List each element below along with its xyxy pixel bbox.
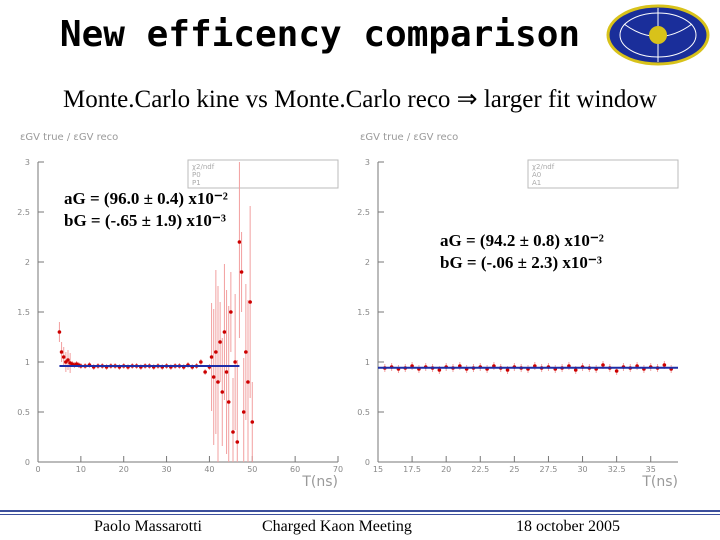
x-tick-label-right: 30 [577,465,587,474]
data-point-left [244,350,248,354]
x-tick-label-right: 25 [509,465,519,474]
data-point-left [216,380,220,384]
y-tick-label-right: 2 [365,258,370,267]
x-tick-label-left: 30 [161,465,171,474]
x-tick-label-left: 60 [290,465,300,474]
data-point-left [231,430,235,434]
x-tick-label-left: 50 [247,465,257,474]
data-point-left [66,358,70,362]
y-tick-label-right: 0 [365,458,370,467]
data-point-left [211,375,216,379]
y-tick-label-right: 2.5 [357,208,370,217]
fit-param-a-left: aG = (96.0 ± 0.4) x10⁻² [64,189,228,208]
data-point-left [235,440,240,444]
data-point-right [437,368,442,372]
y-tick-label-left: 1 [25,358,30,367]
y-tick-label-right: 0.5 [357,408,370,417]
stat-box-line-right: χ2/ndf [532,163,555,171]
data-point-right [505,368,510,372]
efficiency-plot-left: 0 0.5 1 1.5 2 2.5 3 0 10 20 30 40 50 60 70 εGV true / ε… [0,132,360,502]
x-tick-label-left: 70 [333,465,343,474]
footer-author: Paolo Massarotti [94,518,202,535]
data-point-left [250,420,255,424]
data-point-right [573,368,578,372]
data-point-left [57,330,62,334]
y-tick-label-right: 1.5 [357,308,370,317]
data-point-left [218,340,222,344]
x-axis-label-left: T(ns) [301,474,338,490]
y-axis-label-right: εGV true / εGV reco [360,132,458,143]
data-point-right [662,363,667,367]
data-point-left [246,380,250,384]
y-tick-label-left: 2.5 [17,208,30,217]
data-point-left [214,350,218,354]
fit-param-a-right: aG = (94.2 ± 0.8) x10⁻² [440,231,604,250]
y-tick-label-left: 0 [25,458,30,467]
stat-box-line-left: P1 [192,179,201,187]
fit-param-b-left: bG = (-.65 ± 1.9) x10⁻³ [64,211,226,230]
x-tick-label-right: 15 [373,465,383,474]
y-tick-label-left: 3 [25,158,30,167]
data-point-left [237,240,242,244]
x-tick-label-right: 27.5 [540,465,558,474]
x-tick-label-right: 17.5 [403,465,421,474]
y-tick-label-right: 1 [365,358,370,367]
x-tick-label-left: 10 [76,465,86,474]
stat-box-left [187,159,339,189]
y-tick-label-left: 2 [25,258,30,267]
x-tick-label-right: 20 [441,465,451,474]
data-point-left [59,350,64,354]
data-point-left [203,370,207,374]
x-tick-label-left: 40 [204,465,214,474]
stat-box-line-right: A1 [532,179,541,187]
stat-box-line-right: A0 [532,171,541,179]
data-point-right [614,369,619,373]
data-point-left [233,360,237,364]
data-point-left [222,330,227,334]
data-point-left [241,410,246,414]
y-axis-label-left: εGV true / εGV reco [20,132,118,143]
experiment-logo-icon [604,4,712,66]
x-tick-label-right: 35 [646,465,656,474]
footer-meeting: Charged Kaon Meeting [262,518,412,535]
data-point-left [239,270,244,274]
data-point-left [248,300,252,304]
x-axis-label-right: T(ns) [641,474,678,490]
y-tick-label-left: 1.5 [17,308,30,317]
efficiency-plot-right: 0 0.5 1 1.5 2 2.5 3 15 17.5 20 22.5 25 27.5 30 32.5 35 ε… [338,132,720,502]
x-tick-label-left: 0 [35,465,40,474]
data-point-left [226,400,231,404]
data-point-right [601,363,605,367]
stat-box-line-left: χ2/ndf [192,163,215,171]
footer-divider-thin [0,514,720,515]
stat-box-right [527,159,679,189]
y-tick-label-left: 0.5 [17,408,30,417]
y-tick-label-right: 3 [365,158,370,167]
x-tick-label-left: 20 [119,465,129,474]
footer-date: 18 october 2005 [516,518,620,535]
data-point-left [229,310,233,314]
fit-param-b-right: bG = (-.06 ± 2.3) x10⁻³ [440,253,602,272]
data-point-left [220,390,225,394]
stat-box-line-left: P0 [192,171,201,179]
x-tick-label-right: 22.5 [471,465,489,474]
data-point-left [224,370,229,374]
data-point-left [209,355,214,359]
footer-divider [0,510,720,512]
data-point-left [61,355,66,359]
slide-title: New efficency comparison [59,14,581,55]
slide-subtitle: Monte.Carlo kine vs Monte.Carlo reco ⇒ l… [63,86,657,113]
data-point-left [199,360,203,364]
x-tick-label-right: 32.5 [608,465,626,474]
